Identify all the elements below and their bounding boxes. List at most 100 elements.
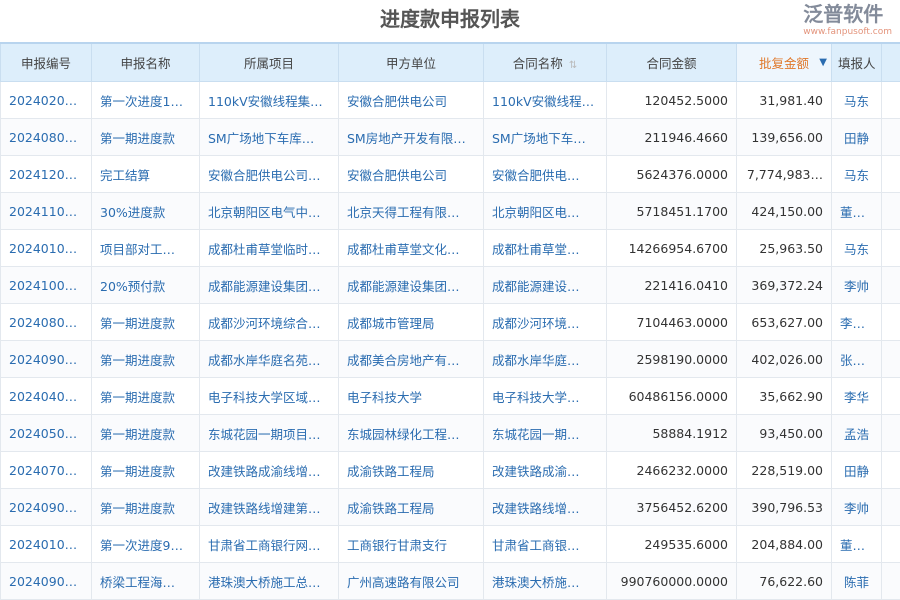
table-cell[interactable]: 成都能源建设集团… (199, 266, 339, 304)
table-cell[interactable]: SM广场地下车库… (199, 118, 339, 156)
table-cell[interactable]: 北京天得工程有限… (338, 192, 484, 230)
row-filler (881, 340, 900, 378)
table-cell[interactable]: 北京朝阳区电… (483, 192, 607, 230)
table-cell[interactable]: 北京朝阳区电气中… (199, 192, 339, 230)
table-cell[interactable]: 第一期进度款 (91, 303, 200, 341)
table-row[interactable]: 2024020… 第一次进度1… 110kV安徽线程集… 安徽合肥供电公司 110kV安… (0, 81, 900, 119)
table-cell[interactable]: 改建铁路成渝… (483, 451, 607, 489)
table-row[interactable]: 2024090… 第一期进度款 改建铁路线增建第… 成渝铁路工程局 改建铁路线增… 375… (0, 488, 900, 526)
table-row[interactable]: 2024010… 第一次进度9… 甘肃省工商银行网… 工商银行甘肃支行 甘肃省工商银… 2… (0, 525, 900, 563)
header-filler (881, 42, 900, 82)
table-cell[interactable]: 2024050… (0, 414, 92, 452)
table-cell[interactable]: 电子科技大学区域… (199, 377, 339, 415)
table-row[interactable]: 2024110… 30%进度款 北京朝阳区电气中… 北京天得工程有限… 北京朝阳区电… 5… (0, 192, 900, 230)
column-header[interactable]: 申报名称 (91, 42, 200, 82)
table-cell[interactable]: 2024090… (0, 340, 92, 378)
column-header[interactable]: 合同名称 ⇅ (483, 42, 607, 82)
table-cell[interactable]: 成都能源建设… (483, 266, 607, 304)
table-cell[interactable]: 2024040… (0, 377, 92, 415)
table-cell[interactable]: 成都水岸华庭名苑… (199, 340, 339, 378)
table-cell[interactable]: 安徽合肥供电公司 (338, 81, 484, 119)
table-cell[interactable]: 电子科技大学 (338, 377, 484, 415)
table-cell[interactable]: 成渝铁路工程局 (338, 451, 484, 489)
table-cell[interactable]: 2024020… (0, 81, 92, 119)
column-header[interactable]: 所属项目 (199, 42, 339, 82)
table-cell[interactable]: 港珠澳大桥施工总… (199, 562, 339, 600)
table-cell[interactable]: 东城园林绿化工程… (338, 414, 484, 452)
table-row[interactable]: 2024080… 第一期进度款 成都沙河环境综合… 成都城市管理局 成都沙河环境… 710… (0, 303, 900, 341)
table-cell[interactable]: 安徽合肥供电… (483, 155, 607, 193)
table-cell: 653,627.00 (736, 303, 832, 341)
table-cell[interactable]: 成都沙河环境综合… (199, 303, 339, 341)
table-cell[interactable]: 成都水岸华庭… (483, 340, 607, 378)
table-cell[interactable]: 成都美合房地产有… (338, 340, 484, 378)
table-cell[interactable]: 2024100… (0, 266, 92, 304)
table-cell[interactable]: 广州高速路有限公司 (338, 562, 484, 600)
table-cell[interactable]: 2024110… (0, 192, 92, 230)
table-cell[interactable]: 成都杜甫草堂文化… (338, 229, 484, 267)
table-cell[interactable]: 30%进度款 (91, 192, 200, 230)
table-cell[interactable]: 安徽合肥供电公司… (199, 155, 339, 193)
table-cell[interactable]: 第一期进度款 (91, 340, 200, 378)
table-cell[interactable]: 成都能源建设集团… (338, 266, 484, 304)
table-row[interactable]: 2024040… 第一期进度款 电子科技大学区域… 电子科技大学 电子科技大学… 6048… (0, 377, 900, 415)
table-cell[interactable]: 电子科技大学… (483, 377, 607, 415)
table-cell[interactable]: 2024120… (0, 155, 92, 193)
table-cell[interactable]: 港珠澳大桥施… (483, 562, 607, 600)
table-row[interactable]: 2024100… 20%预付款 成都能源建设集团… 成都能源建设集团… 成都能源建设… 2… (0, 266, 900, 304)
table-cell[interactable]: 甘肃省工商银行网… (199, 525, 339, 563)
table-cell[interactable]: 成都沙河环境… (483, 303, 607, 341)
table-cell[interactable]: 第一次进度9… (91, 525, 200, 563)
table-cell[interactable]: 2024080… (0, 118, 92, 156)
table-row[interactable]: 2024090… 桥梁工程海… 港珠澳大桥施工总… 广州高速路有限公司 港珠澳大桥施… 9… (0, 562, 900, 600)
table-cell[interactable]: 第一次进度1… (91, 81, 200, 119)
row-filler (881, 562, 900, 600)
sort-icon[interactable]: ⇅ (568, 60, 578, 71)
table-cell[interactable]: 东城花园一期… (483, 414, 607, 452)
table-row[interactable]: 2024080… 第一期进度款 SM广场地下车库… SM房地产开发有限… SM广场地下车… (0, 118, 900, 156)
table-cell[interactable]: 2024070… (0, 451, 92, 489)
column-header[interactable]: 合同金额 (606, 42, 737, 82)
column-header[interactable]: 批复金额 ▼ (736, 42, 832, 82)
column-header[interactable]: 申报编号 (0, 42, 92, 82)
table-cell[interactable]: 改建铁路线增建第… (199, 488, 339, 526)
table-cell[interactable]: 第一期进度款 (91, 377, 200, 415)
table-cell[interactable]: 2024010… (0, 525, 92, 563)
table-cell[interactable]: 第一期进度款 (91, 118, 200, 156)
table-cell[interactable]: 安徽合肥供电公司 (338, 155, 484, 193)
table-cell[interactable]: 工商银行甘肃支行 (338, 525, 484, 563)
column-header[interactable]: 填报人 (831, 42, 882, 82)
table-cell[interactable]: 第一期进度款 (91, 488, 200, 526)
table-cell[interactable]: SM广场地下车… (483, 118, 607, 156)
table-cell[interactable]: 第一期进度款 (91, 414, 200, 452)
table-cell: 2466232.0000 (606, 451, 737, 489)
table-cell[interactable]: 110kV安徽线程… (483, 81, 607, 119)
table-row[interactable]: 2024010… 项目部对工… 成都杜甫草堂临时… 成都杜甫草堂文化… 成都杜甫草堂… 1… (0, 229, 900, 267)
table-cell[interactable]: 2024090… (0, 488, 92, 526)
table-row[interactable]: 2024070… 第一期进度款 改建铁路成渝线增… 成渝铁路工程局 改建铁路成渝… 246… (0, 451, 900, 489)
table-cell[interactable]: 2024090… (0, 562, 92, 600)
table-row[interactable]: 2024050… 第一期进度款 东城花园一期项目… 东城园林绿化工程… 东城花园一期… 5… (0, 414, 900, 452)
table-cell[interactable]: 桥梁工程海… (91, 562, 200, 600)
caret-down-icon[interactable]: ▼ (819, 57, 827, 68)
table-cell[interactable]: 成都杜甫草堂… (483, 229, 607, 267)
table-cell[interactable]: 改建铁路线增… (483, 488, 607, 526)
table-cell[interactable]: 成都杜甫草堂临时… (199, 229, 339, 267)
table-cell[interactable]: 第一期进度款 (91, 451, 200, 489)
table-cell[interactable]: 成都城市管理局 (338, 303, 484, 341)
table-cell[interactable]: 改建铁路成渝线增… (199, 451, 339, 489)
table-cell[interactable]: SM房地产开发有限… (338, 118, 484, 156)
table-cell[interactable]: 110kV安徽线程集… (199, 81, 339, 119)
table-cell[interactable]: 甘肃省工商银… (483, 525, 607, 563)
column-header[interactable]: 甲方单位 (338, 42, 484, 82)
table-row[interactable]: 2024090… 第一期进度款 成都水岸华庭名苑… 成都美合房地产有… 成都水岸华庭… 2… (0, 340, 900, 378)
watermark-logo: 泛普软件 www.fanpusoft.com (803, 2, 892, 40)
table-cell[interactable]: 2024080… (0, 303, 92, 341)
table-cell[interactable]: 项目部对工… (91, 229, 200, 267)
table-row[interactable]: 2024120… 完工结算 安徽合肥供电公司… 安徽合肥供电公司 安徽合肥供电… 5624… (0, 155, 900, 193)
table-cell[interactable]: 2024010… (0, 229, 92, 267)
table-cell[interactable]: 东城花园一期项目… (199, 414, 339, 452)
table-cell[interactable]: 完工结算 (91, 155, 200, 193)
table-cell[interactable]: 20%预付款 (91, 266, 200, 304)
table-cell[interactable]: 成渝铁路工程局 (338, 488, 484, 526)
